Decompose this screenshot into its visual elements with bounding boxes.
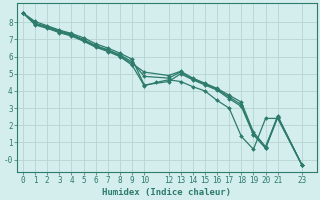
X-axis label: Humidex (Indice chaleur): Humidex (Indice chaleur) [102, 188, 231, 197]
